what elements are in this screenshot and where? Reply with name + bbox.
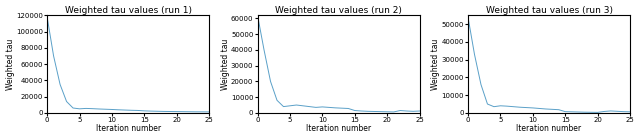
Title: Weighted tau values (run 2): Weighted tau values (run 2) <box>275 6 402 15</box>
X-axis label: Iteration number: Iteration number <box>95 124 161 133</box>
X-axis label: Iteration number: Iteration number <box>516 124 582 133</box>
Title: Weighted tau values (run 1): Weighted tau values (run 1) <box>65 6 191 15</box>
Title: Weighted tau values (run 3): Weighted tau values (run 3) <box>486 6 612 15</box>
Y-axis label: Weighted tau: Weighted tau <box>431 38 440 90</box>
Y-axis label: Weighted tau: Weighted tau <box>221 38 230 90</box>
X-axis label: Iteration number: Iteration number <box>306 124 371 133</box>
Y-axis label: Weighted tau: Weighted tau <box>6 38 15 90</box>
